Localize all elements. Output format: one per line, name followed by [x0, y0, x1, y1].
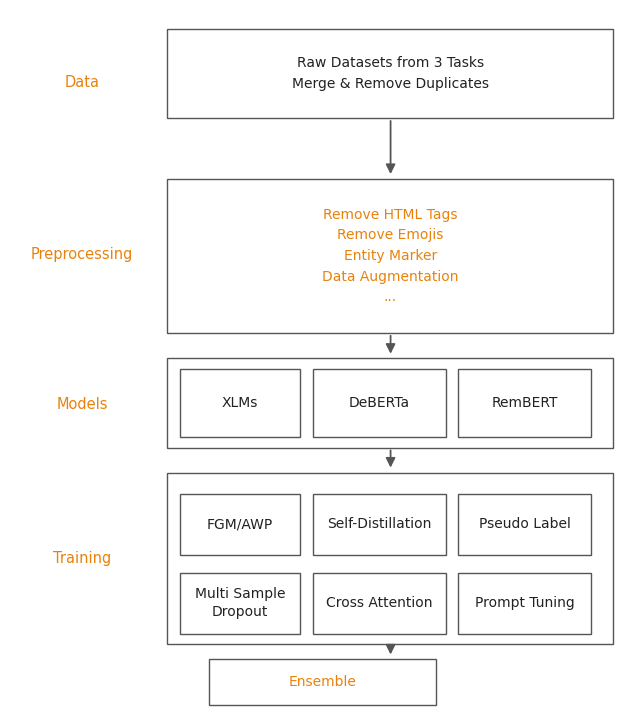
Text: Raw Datasets from 3 Tasks
Merge & Remove Duplicates: Raw Datasets from 3 Tasks Merge & Remove… [292, 56, 489, 91]
FancyBboxPatch shape [313, 573, 446, 634]
Text: Training: Training [53, 551, 111, 566]
FancyBboxPatch shape [167, 29, 613, 118]
Text: Ensemble: Ensemble [288, 675, 356, 689]
FancyBboxPatch shape [458, 573, 591, 634]
Text: Remove HTML Tags
Remove Emojis
Entity Marker
Data Augmentation
...: Remove HTML Tags Remove Emojis Entity Ma… [322, 208, 458, 304]
FancyBboxPatch shape [167, 358, 613, 448]
Text: Preprocessing: Preprocessing [31, 247, 133, 261]
Text: Prompt Tuning: Prompt Tuning [475, 596, 574, 610]
Text: RemBERT: RemBERT [491, 396, 558, 410]
FancyBboxPatch shape [167, 473, 613, 644]
FancyBboxPatch shape [209, 659, 436, 705]
FancyBboxPatch shape [458, 494, 591, 555]
Text: XLMs: XLMs [222, 396, 258, 410]
Text: DeBERTa: DeBERTa [349, 396, 410, 410]
Text: Multi Sample
Dropout: Multi Sample Dropout [195, 587, 286, 619]
FancyBboxPatch shape [313, 494, 446, 555]
Text: Pseudo Label: Pseudo Label [478, 518, 571, 531]
Text: Self-Distillation: Self-Distillation [327, 518, 432, 531]
Text: Models: Models [56, 397, 108, 412]
FancyBboxPatch shape [167, 179, 613, 333]
FancyBboxPatch shape [180, 573, 300, 634]
Text: FGM/AWP: FGM/AWP [207, 518, 273, 531]
FancyBboxPatch shape [313, 369, 446, 437]
FancyBboxPatch shape [180, 494, 300, 555]
Text: Cross Attention: Cross Attention [326, 596, 432, 610]
FancyBboxPatch shape [180, 369, 300, 437]
FancyBboxPatch shape [458, 369, 591, 437]
Text: Data: Data [64, 75, 100, 90]
